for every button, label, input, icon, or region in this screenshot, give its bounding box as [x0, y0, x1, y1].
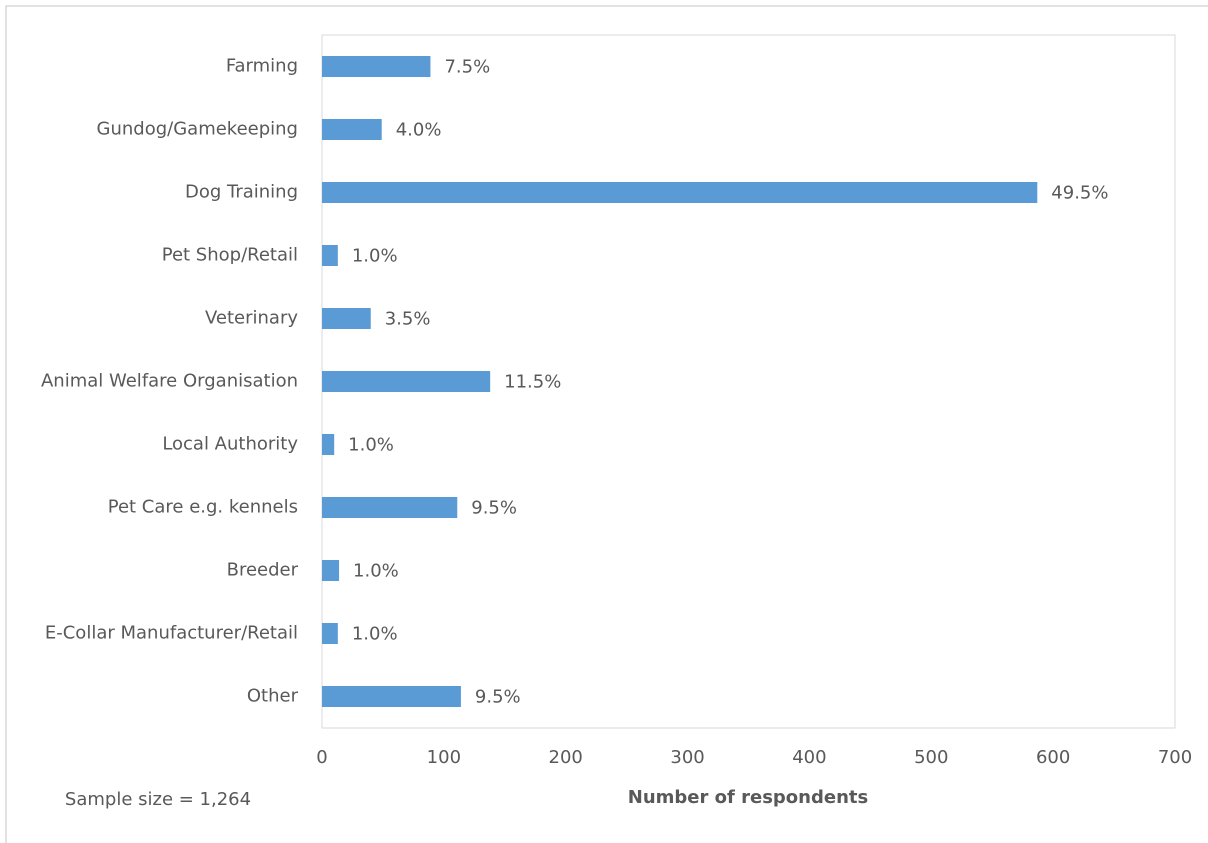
data-label: 9.5% — [475, 687, 521, 708]
y-tick-label: Other — [247, 686, 299, 707]
data-label: 1.0% — [353, 561, 399, 582]
data-label: 49.5% — [1051, 183, 1108, 204]
y-tick-label: Pet Care e.g. kennels — [108, 497, 298, 518]
x-tick-label: 500 — [914, 747, 948, 768]
y-tick-label: Veterinary — [205, 308, 298, 329]
x-tick-label: 100 — [427, 747, 461, 768]
data-label: 1.0% — [352, 246, 398, 267]
data-label: 7.5% — [444, 57, 490, 78]
bar — [322, 560, 340, 581]
data-label: 1.0% — [352, 624, 398, 645]
data-label: 3.5% — [385, 309, 431, 330]
bar — [322, 686, 461, 707]
x-axis-label: Number of respondents — [628, 787, 868, 808]
bar — [322, 434, 335, 455]
x-tick-label: 600 — [1036, 747, 1070, 768]
y-tick-label: Dog Training — [185, 182, 298, 203]
y-tick-label: Farming — [226, 56, 298, 77]
x-tick-label: 0 — [316, 747, 327, 768]
data-label: 11.5% — [504, 372, 561, 393]
x-tick-label: 300 — [670, 747, 704, 768]
bar — [322, 371, 491, 392]
y-tick-label: E-Collar Manufacturer/Retail — [45, 623, 298, 644]
bar — [322, 623, 338, 644]
x-tick-label: 200 — [549, 747, 583, 768]
x-tick-label: 400 — [792, 747, 826, 768]
data-label: 1.0% — [348, 435, 394, 456]
bar — [322, 56, 431, 77]
bar — [322, 497, 458, 518]
y-tick-label: Local Authority — [162, 434, 298, 455]
bar — [322, 119, 382, 140]
bar — [322, 182, 1038, 203]
y-tick-label: Pet Shop/Retail — [162, 245, 298, 266]
y-tick-label: Animal Welfare Organisation — [41, 371, 298, 392]
chart-border — [5, 5, 1208, 843]
annotation: Sample size = 1,264 — [65, 789, 251, 810]
data-label: 4.0% — [396, 120, 442, 141]
y-tick-label: Breeder — [227, 560, 299, 581]
bar — [322, 308, 371, 329]
x-tick-label: 700 — [1158, 747, 1192, 768]
y-tick-label: Gundog/Gamekeeping — [97, 119, 298, 140]
data-label: 9.5% — [471, 498, 517, 519]
bar — [322, 245, 338, 266]
